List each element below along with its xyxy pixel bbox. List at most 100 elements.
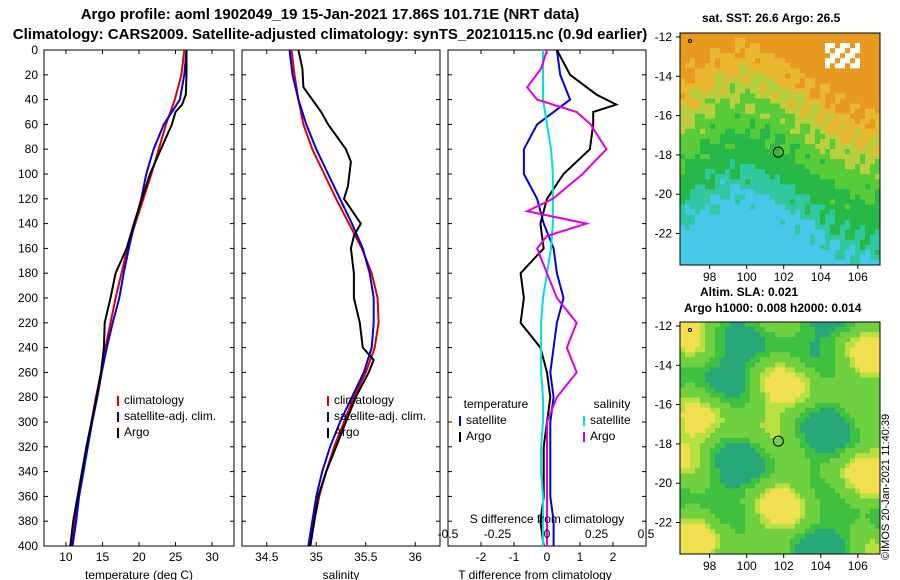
map-cell xyxy=(690,397,696,404)
map-cell xyxy=(825,214,831,221)
map-cell xyxy=(840,133,846,140)
map-cell xyxy=(690,224,696,231)
map-cell xyxy=(780,498,786,505)
map-cell xyxy=(755,382,761,389)
map-cell xyxy=(735,184,741,190)
map-cell xyxy=(795,458,801,464)
map-cell xyxy=(865,73,871,79)
map-cell xyxy=(875,88,881,95)
map-cell xyxy=(730,513,736,520)
map-cell xyxy=(805,259,811,266)
map-cell xyxy=(870,488,876,494)
map-cell xyxy=(755,438,761,444)
map-cell xyxy=(750,352,756,358)
map-cell xyxy=(840,164,846,170)
map-cell xyxy=(855,239,861,246)
map-cell xyxy=(685,118,691,125)
map-cell xyxy=(845,357,851,363)
map-cell xyxy=(735,382,741,389)
map-cell xyxy=(715,169,721,175)
map-cell xyxy=(685,58,691,64)
map-cell xyxy=(705,432,711,439)
map-cell xyxy=(685,123,691,130)
map-cell xyxy=(680,259,686,266)
map-cell xyxy=(855,498,861,505)
map-cell xyxy=(705,342,711,348)
map-cell xyxy=(875,224,881,231)
map-cell xyxy=(715,488,721,494)
map-cell xyxy=(790,164,796,170)
map-cell xyxy=(875,402,881,409)
map-cell xyxy=(785,337,791,343)
map-cell xyxy=(870,463,876,469)
map-cell xyxy=(685,68,691,74)
map-cell xyxy=(720,214,726,221)
map-cell xyxy=(680,88,686,95)
map-cell xyxy=(760,103,766,110)
map-cell xyxy=(755,493,761,500)
map-cell xyxy=(740,143,746,150)
map-cell xyxy=(730,63,736,69)
map-cell xyxy=(745,128,751,135)
map-cell xyxy=(685,149,691,155)
map-cell xyxy=(835,468,841,474)
map-cell xyxy=(820,473,826,479)
map-cell xyxy=(730,249,736,256)
map-cell xyxy=(685,387,691,394)
map-cell xyxy=(740,78,746,84)
map-cell xyxy=(690,58,696,64)
map-cell xyxy=(800,357,806,363)
map-cell xyxy=(705,453,711,459)
map-cell xyxy=(695,382,701,389)
map-cell xyxy=(740,38,746,44)
map-cell xyxy=(765,214,771,221)
map-cell xyxy=(755,68,761,74)
map-cell xyxy=(770,164,776,170)
map-cell xyxy=(700,118,706,125)
map-cell xyxy=(725,377,731,384)
map-cell xyxy=(680,189,686,195)
map-cell xyxy=(700,113,706,120)
map-cell xyxy=(685,83,691,89)
map-cell xyxy=(800,48,806,54)
map-cell xyxy=(790,468,796,474)
map-cell xyxy=(730,367,736,373)
map-cell xyxy=(865,164,871,170)
map-cell xyxy=(800,149,806,155)
map-cell xyxy=(715,254,721,261)
map-cell xyxy=(815,332,821,338)
map-cell xyxy=(855,382,861,389)
map-cell xyxy=(780,224,786,231)
map-cell xyxy=(805,397,811,404)
map-cell xyxy=(785,357,791,363)
map-cell xyxy=(850,523,856,530)
map-cell xyxy=(820,224,826,231)
map-cell xyxy=(850,149,856,155)
map-cell xyxy=(775,249,781,256)
map-cell xyxy=(850,229,856,236)
map-cell xyxy=(870,113,876,120)
map-cell xyxy=(725,103,731,110)
map-cell xyxy=(870,443,876,449)
map-cell xyxy=(740,443,746,449)
secondary-axis-label: S difference from climatology xyxy=(470,512,625,526)
map-cell xyxy=(705,402,711,409)
secondary-tick-label: 0.5 xyxy=(638,527,655,541)
map-cell xyxy=(760,397,766,404)
map-cell xyxy=(825,209,831,216)
map-cell xyxy=(755,412,761,419)
map-cell xyxy=(720,143,726,150)
map-cell xyxy=(710,234,716,241)
map-cell xyxy=(805,53,811,59)
map-cell xyxy=(755,244,761,251)
map-cell xyxy=(800,259,806,266)
map-cell xyxy=(800,377,806,384)
map-cell xyxy=(750,209,756,216)
map-cell xyxy=(795,189,801,195)
map-cell xyxy=(785,33,791,39)
map-cell xyxy=(805,159,811,165)
map-cell xyxy=(700,48,706,54)
map-cell xyxy=(760,407,766,414)
map-cell xyxy=(810,478,816,484)
map-cell xyxy=(715,249,721,256)
